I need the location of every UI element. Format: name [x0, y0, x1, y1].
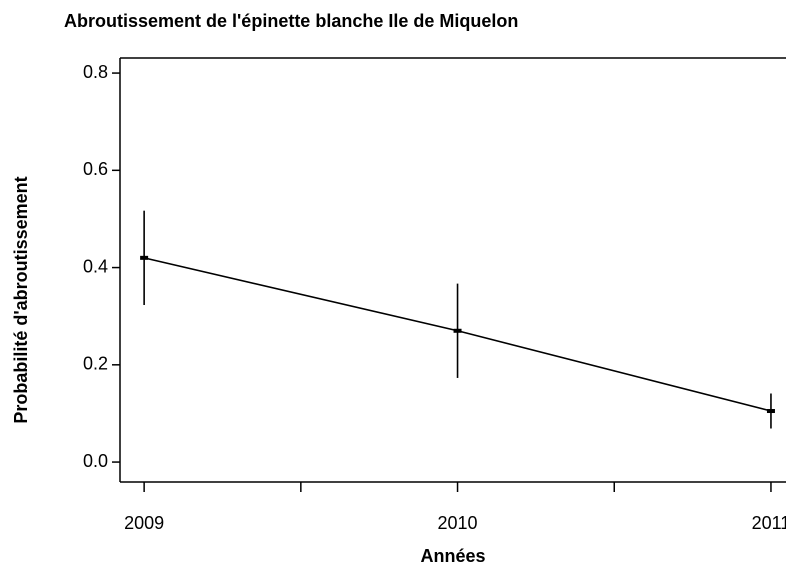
x-axis-label: Années: [420, 546, 485, 566]
y-tick-label: 0.4: [83, 256, 108, 276]
point: [453, 328, 462, 333]
x-tick-label: 2010: [438, 513, 478, 533]
point: [766, 409, 775, 414]
y-axis-label: Probabilité d'abroutissement: [11, 176, 31, 423]
x-tick-label: 2009: [124, 513, 164, 533]
y-tick-label: 0.0: [83, 451, 108, 471]
y-tick-label: 0.6: [83, 159, 108, 179]
y-tick-label: 0.8: [83, 62, 108, 82]
y-tick-label: 0.2: [83, 354, 108, 374]
x-tick-label: 2011: [752, 513, 786, 533]
point: [140, 255, 149, 260]
chart-title: Abroutissement de l'épinette blanche Ile…: [64, 11, 518, 31]
